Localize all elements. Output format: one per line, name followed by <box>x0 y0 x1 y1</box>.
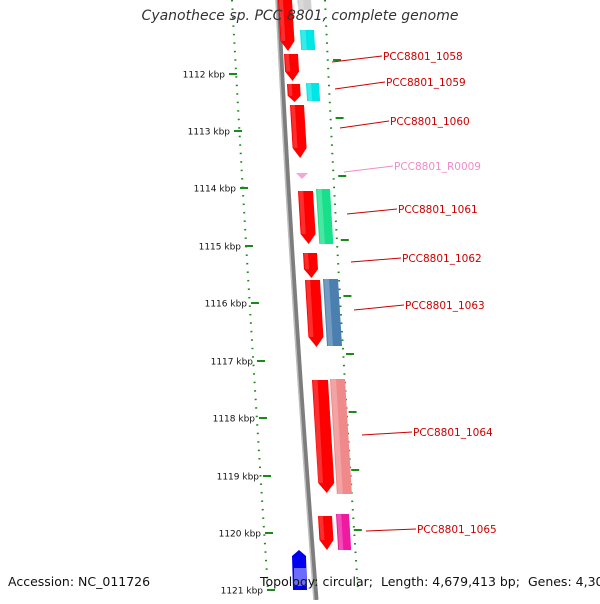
length-label: Length: <box>380 574 429 589</box>
cds-feature-1064[interactable] <box>312 380 335 493</box>
gene-label[interactable]: PCC8801_1065 <box>417 524 497 536</box>
cds-feature-1059b-sheen <box>288 84 293 96</box>
kbp-tick-label: 1115 kbp <box>199 243 242 253</box>
cds-feature-1062[interactable] <box>303 253 318 278</box>
topology-label: Topology: <box>260 574 319 589</box>
feature-block-green-sheen <box>317 189 325 244</box>
feature-block-cyan-2-sheen <box>307 83 313 101</box>
gene-label[interactable]: PCC8801_1062 <box>402 253 482 265</box>
cds-feature-1063[interactable] <box>305 280 324 347</box>
kbp-tick-label: 1113 kbp <box>188 128 231 138</box>
cds-feature-1060-sheen <box>291 105 298 148</box>
cds-feature-1063-sheen <box>306 280 314 337</box>
accession-value: NC_011726 <box>78 574 151 589</box>
kbp-tick-label: 1117 kbp <box>211 358 254 368</box>
gene-leader-line <box>350 257 402 263</box>
feature-block-steelblue-sheen <box>324 279 334 346</box>
rrna-feature-R0009[interactable] <box>296 173 308 179</box>
length-value: 4,679,413 bp; <box>432 574 520 589</box>
gene-label[interactable]: PCC8801_R0009 <box>394 161 481 173</box>
gene-leader-line <box>365 528 417 532</box>
feature-block-salmon-sheen <box>331 379 343 494</box>
genes-label: Genes: <box>527 574 572 589</box>
kbp-tick-label: 1120 kbp <box>219 530 262 540</box>
cds-feature-1060[interactable] <box>290 105 307 158</box>
feature-block-cyan-1-sheen <box>301 30 307 50</box>
gene-leader-line <box>353 304 405 311</box>
kbp-tick-label: 1112 kbp <box>183 71 226 81</box>
blue-feature-lower <box>294 568 306 586</box>
gene-label[interactable]: PCC8801_1063 <box>405 300 485 312</box>
genes-value: 4,309 <box>575 574 600 589</box>
gene-label[interactable]: PCC8801_1064 <box>413 427 493 439</box>
kbp-tick-label: 1119 kbp <box>217 473 260 483</box>
feature-block-steelblue[interactable] <box>323 279 343 346</box>
cds-feature-1059-sheen <box>285 54 291 72</box>
accession-info: Accession: NC_011726 <box>8 574 150 589</box>
cds-feature-1065[interactable] <box>318 516 334 550</box>
feature-block-grey-sheen <box>299 0 304 10</box>
kbp-tick-label: 1114 kbp <box>194 185 237 195</box>
cds-feature-1061-sheen <box>299 191 306 234</box>
gene-leader-line <box>331 55 383 63</box>
gene-leader-line <box>361 431 413 436</box>
feature-block-magenta[interactable] <box>336 514 352 550</box>
gene-label[interactable]: PCC8801_1060 <box>390 116 470 128</box>
cds-feature-1058-sheen <box>279 0 286 41</box>
genome-backbone-highlight <box>275 0 315 601</box>
map-title: Cyanothece sp. PCC 8801, complete genome <box>141 8 459 24</box>
inner-scale-track <box>231 0 269 591</box>
cds-feature-1058[interactable] <box>278 0 295 51</box>
feature-block-magenta-sheen <box>337 514 344 550</box>
kbp-tick-label: 1118 kbp <box>213 415 256 425</box>
cds-feature-1062-sheen <box>304 253 310 270</box>
gene-label[interactable]: PCC8801_1061 <box>398 204 478 216</box>
accession-label: Accession: <box>8 574 75 589</box>
gene-leader-line <box>339 120 390 129</box>
cds-feature-1059[interactable] <box>284 54 300 81</box>
gene-leader-line <box>346 208 398 215</box>
gene-label[interactable]: PCC8801_1059 <box>386 77 466 89</box>
topology-value: circular; <box>322 574 373 589</box>
cds-feature-1065-sheen <box>319 516 325 540</box>
cds-feature-1064-sheen <box>313 380 324 483</box>
genome-backbone <box>275 0 319 601</box>
gene-leader-line <box>334 81 386 90</box>
feature-block-green[interactable] <box>316 189 334 244</box>
gene-leader-line <box>343 165 394 173</box>
kbp-tick-label: 1116 kbp <box>205 300 248 310</box>
gene-label[interactable]: PCC8801_1058 <box>383 51 463 63</box>
feature-block-grey[interactable] <box>298 0 312 10</box>
kbp-tick-label: 1121 kbp <box>221 587 264 597</box>
genome-summary: Topology: circular; Length: 4,679,413 bp… <box>260 574 600 589</box>
cds-feature-1061[interactable] <box>298 191 316 244</box>
feature-block-salmon[interactable] <box>330 379 352 494</box>
cds-feature-1059b[interactable] <box>287 84 301 102</box>
feature-block-cyan-1[interactable] <box>300 30 316 50</box>
feature-block-cyan-2[interactable] <box>306 83 321 101</box>
